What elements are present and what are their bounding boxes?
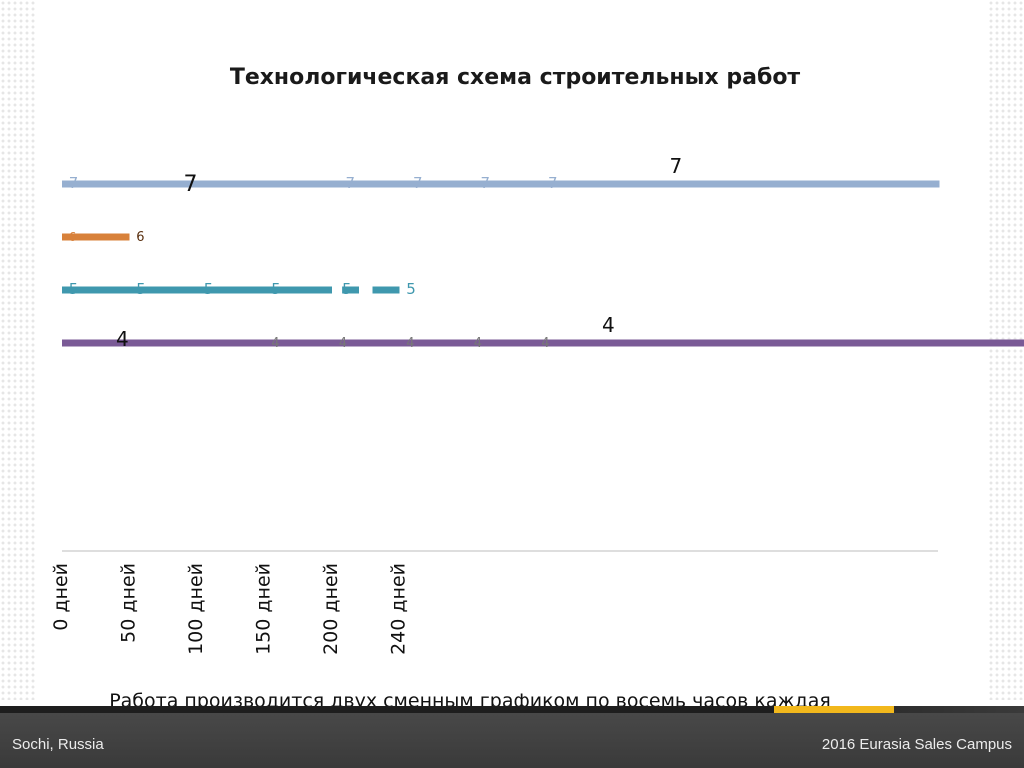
data-label-row-7-1: 7	[69, 174, 79, 192]
decorative-dots-left	[0, 0, 36, 700]
x-tick-label-1: 0 дней	[50, 563, 72, 631]
data-label-row-6-1: 6	[69, 230, 77, 244]
x-tick-label-6: 240 дней	[388, 563, 410, 655]
data-label-row-5-6: 5	[406, 280, 416, 298]
data-label-row-5-4: 5	[271, 280, 281, 298]
data-label-row-7-6: 7	[548, 174, 558, 192]
bar-row-5-segment-1	[62, 286, 332, 294]
footer-top-strip	[0, 706, 1024, 713]
data-label-row-7-4: 7	[413, 174, 423, 192]
data-label-row-5-1: 5	[69, 280, 79, 298]
footer-accent-yellow	[774, 706, 894, 713]
bar-row-6-segment-1	[62, 233, 130, 241]
footer-location: Sochi, Russia	[12, 736, 104, 753]
footer-bar: Sochi, Russia 2016 Eurasia Sales Campus	[0, 706, 1024, 768]
data-label-row-4-3: 4	[339, 336, 347, 351]
x-tick-label-3: 100 дней	[185, 563, 207, 655]
data-label-row-7-3: 7	[346, 174, 356, 192]
decorative-dots-right	[988, 0, 1024, 700]
data-label-row-7-7: 7	[670, 154, 683, 178]
data-label-row-4-4: 4	[406, 336, 414, 351]
data-label-row-5-5: 5	[342, 280, 352, 298]
data-label-row-4-2: 4	[271, 336, 279, 351]
data-label-row-4-5: 4	[474, 336, 482, 351]
bar-row-5-segment-3	[372, 286, 400, 294]
bar-row-4-segment-1	[62, 339, 1024, 347]
data-label-row-7-2: 7	[184, 172, 198, 197]
chart-title: Технологическая схема строительных работ	[230, 65, 801, 90]
x-tick-label-2: 50 дней	[118, 563, 140, 643]
footer-accent-dark	[894, 706, 1024, 713]
data-label-row-5-3: 5	[204, 280, 214, 298]
data-label-row-5-2: 5	[136, 280, 146, 298]
data-label-row-6-2: 6	[136, 230, 144, 245]
footer-event: 2016 Eurasia Sales Campus	[821, 736, 1012, 753]
data-label-row-4-6: 4	[541, 336, 549, 351]
data-label-row-4-7: 4	[602, 313, 615, 337]
bar-row-5-segment-2	[342, 286, 359, 294]
x-tick-label-4: 150 дней	[253, 563, 275, 655]
gantt-chart: Технологическая схема строительных работ…	[50, 65, 1024, 655]
data-label-row-4-1: 4	[116, 327, 129, 351]
data-label-row-7-5: 7	[481, 174, 491, 192]
bar-row-7-segment-1	[62, 180, 940, 188]
x-tick-label-5: 200 дней	[320, 563, 342, 655]
